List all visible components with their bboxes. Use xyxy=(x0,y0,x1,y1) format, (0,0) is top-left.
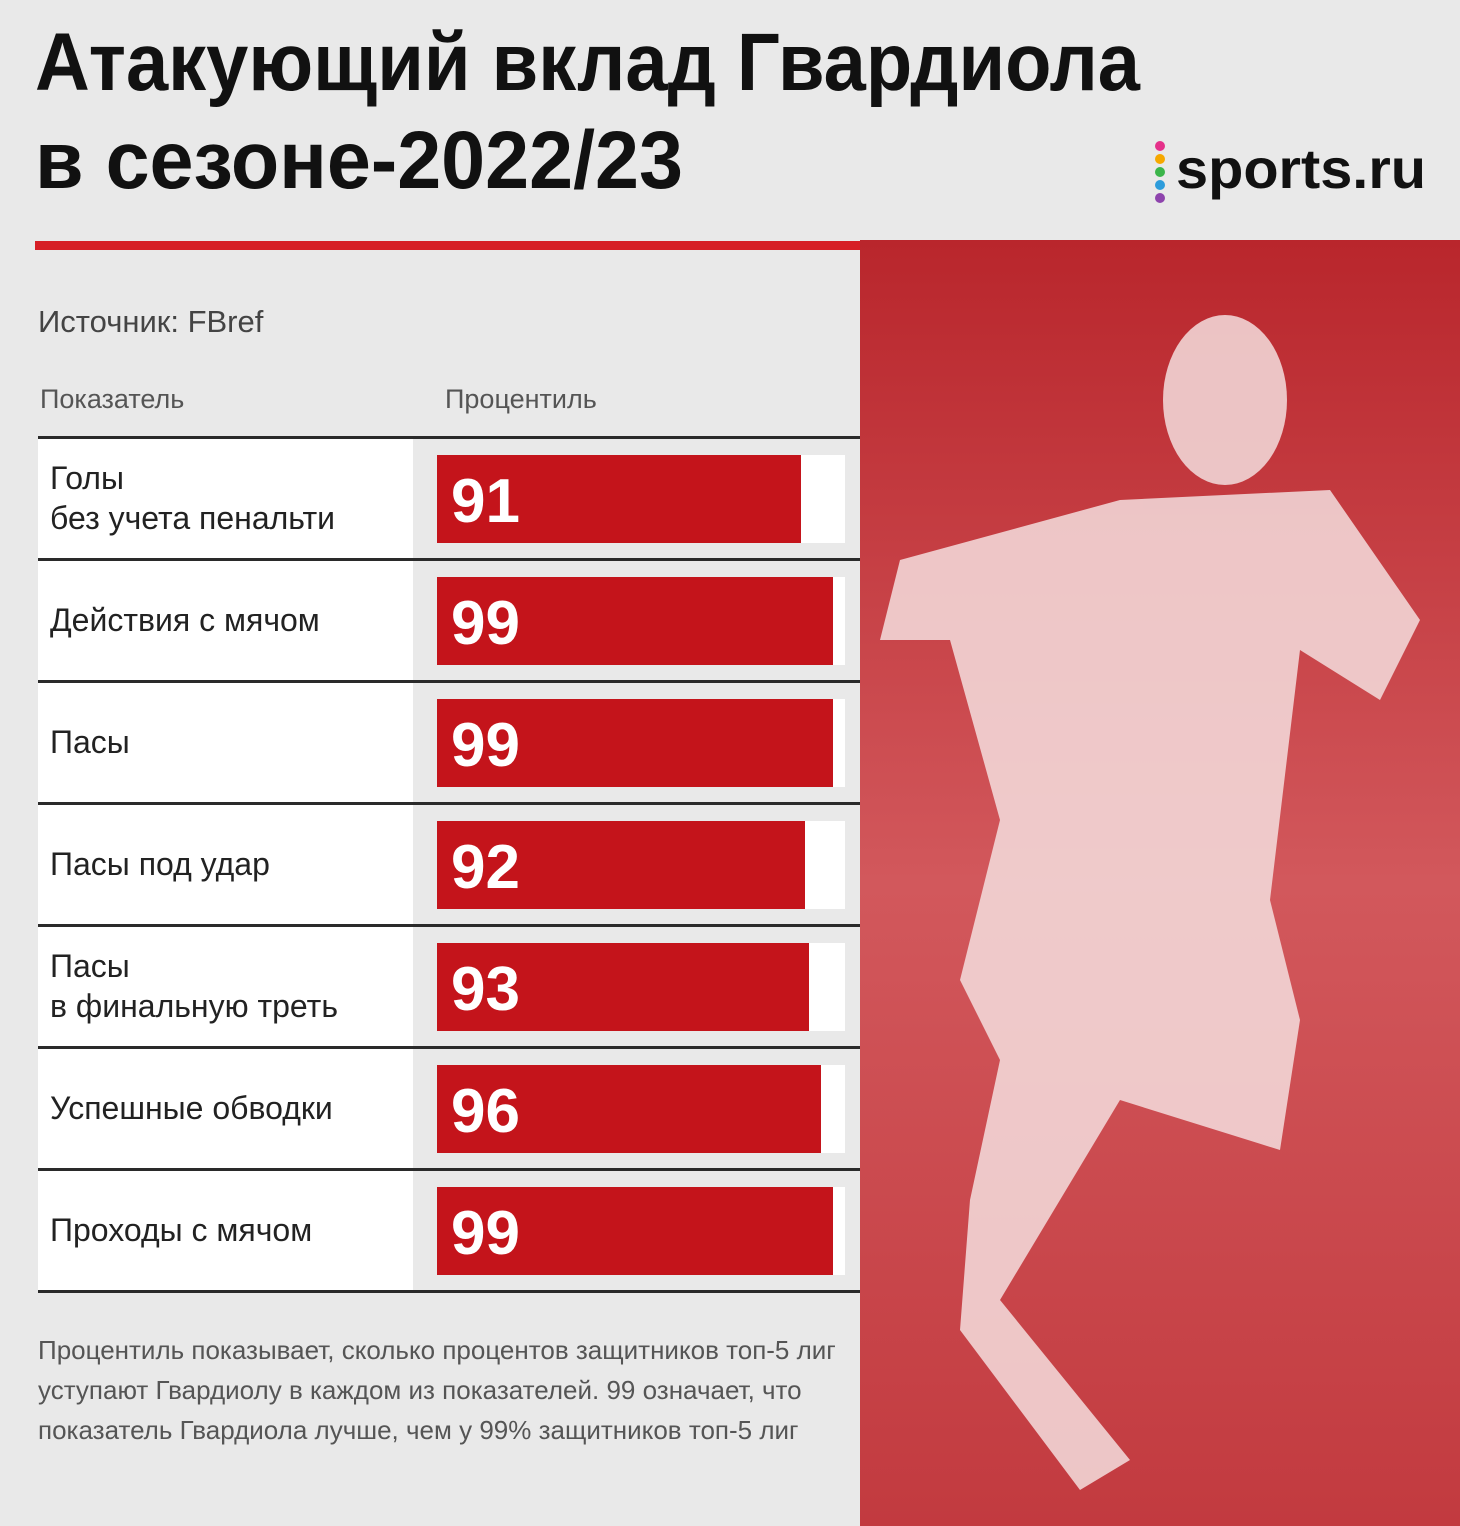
row-divider xyxy=(38,1168,860,1171)
footnote: Процентиль показывает, сколько процентов… xyxy=(38,1335,836,1445)
row-divider xyxy=(38,802,860,805)
player-silhouette xyxy=(880,315,1420,1490)
value-label: 99 xyxy=(451,589,520,658)
logo-dots xyxy=(1155,141,1165,203)
column-header: Показатель xyxy=(40,384,184,414)
bar xyxy=(437,943,809,1031)
category-label: Успешные обводки xyxy=(50,1090,333,1126)
logo: sports.ru xyxy=(1176,137,1426,200)
category-label: Пасы xyxy=(50,724,130,760)
row-divider xyxy=(38,1290,860,1293)
bar xyxy=(437,821,805,909)
value-label: 99 xyxy=(451,1199,520,1268)
value-label: 96 xyxy=(451,1077,520,1146)
column-header: Процентиль xyxy=(445,384,597,414)
row-divider xyxy=(38,924,860,927)
row-divider xyxy=(38,558,860,561)
label-cell xyxy=(38,925,413,1047)
value-label: 93 xyxy=(451,955,520,1024)
value-label: 91 xyxy=(451,467,520,536)
label-cell xyxy=(38,1047,413,1169)
bar xyxy=(437,1065,821,1153)
bar xyxy=(437,1187,833,1275)
accent-line xyxy=(35,241,860,250)
source: Источник: FBref xyxy=(38,304,264,339)
row-divider xyxy=(38,1046,860,1049)
label-cell xyxy=(38,1169,413,1291)
category-label: Голы без учета пенальти xyxy=(50,460,335,536)
title-line: Атакующий вклад Гвардиола xyxy=(35,17,1141,108)
title-line: в сезоне-2022/23 xyxy=(35,115,683,206)
row-divider xyxy=(38,436,860,439)
row-divider xyxy=(38,680,860,683)
category-label: Проходы с мячом xyxy=(50,1212,312,1248)
category-label: Пасы в финальную треть xyxy=(50,948,338,1024)
category-label: Действия с мячом xyxy=(50,602,320,638)
bar xyxy=(437,699,833,787)
label-cell xyxy=(38,681,413,803)
bar xyxy=(437,577,833,665)
label-cell xyxy=(38,437,413,559)
bar xyxy=(437,455,801,543)
label-cell xyxy=(38,559,413,681)
category-label: Пасы под удар xyxy=(50,846,270,882)
label-cell xyxy=(38,803,413,925)
value-label: 99 xyxy=(451,711,520,780)
value-label: 92 xyxy=(451,833,520,902)
